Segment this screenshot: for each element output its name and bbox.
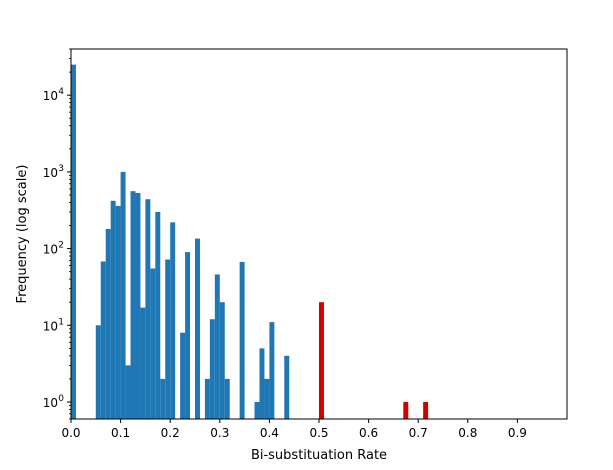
histogram-bar — [165, 259, 171, 419]
histogram-bar — [135, 193, 141, 419]
histogram-bar — [160, 378, 166, 419]
x-tick-label: 0.3 — [210, 426, 229, 440]
histogram-bar — [100, 261, 106, 419]
histogram-bar — [403, 401, 409, 419]
histogram-bar — [145, 199, 151, 419]
histogram-bar — [264, 378, 270, 419]
x-tick-label: 0.5 — [309, 426, 328, 440]
histogram-bar — [254, 401, 260, 419]
y-axis-label: Frequency (log scale) — [15, 165, 30, 304]
histogram-bar — [170, 222, 176, 419]
histogram-bar — [150, 268, 156, 419]
histogram-bar — [130, 191, 136, 419]
x-tick-label: 0.7 — [409, 426, 428, 440]
histogram-bar — [125, 365, 131, 419]
histogram-bar — [204, 378, 210, 419]
histogram-bar — [423, 401, 429, 419]
histogram-bar — [105, 229, 111, 419]
histogram-bar — [224, 378, 230, 419]
histogram-bar — [269, 322, 275, 419]
x-tick-label: 0.9 — [508, 426, 527, 440]
histogram-bar — [95, 325, 101, 419]
histogram-bar — [259, 348, 265, 419]
x-tick-label: 0.4 — [260, 426, 279, 440]
x-tick-label: 0.8 — [458, 426, 477, 440]
x-tick-label: 0.6 — [359, 426, 378, 440]
histogram-bar — [110, 200, 116, 419]
histogram-bar — [185, 252, 191, 419]
histogram-bar — [219, 302, 225, 419]
histogram-bar — [71, 64, 76, 419]
histogram-bar — [209, 319, 215, 419]
bars-layer — [71, 64, 429, 419]
histogram-bar — [140, 307, 146, 419]
histogram-bar — [214, 274, 220, 419]
histogram-bar — [319, 302, 324, 419]
histogram-bar — [195, 238, 200, 419]
histogram-bar — [155, 211, 161, 419]
histogram-bar — [180, 332, 186, 419]
x-axis-label: Bi-substituation Rate — [251, 448, 387, 463]
x-tick-label: 0.2 — [161, 426, 180, 440]
histogram-bar — [120, 171, 126, 419]
x-tick-label: 0.0 — [61, 426, 80, 440]
histogram-bar — [115, 205, 121, 419]
histogram-bar — [284, 355, 290, 419]
x-tick-label: 0.1 — [111, 426, 130, 440]
histogram-bar — [239, 261, 245, 419]
